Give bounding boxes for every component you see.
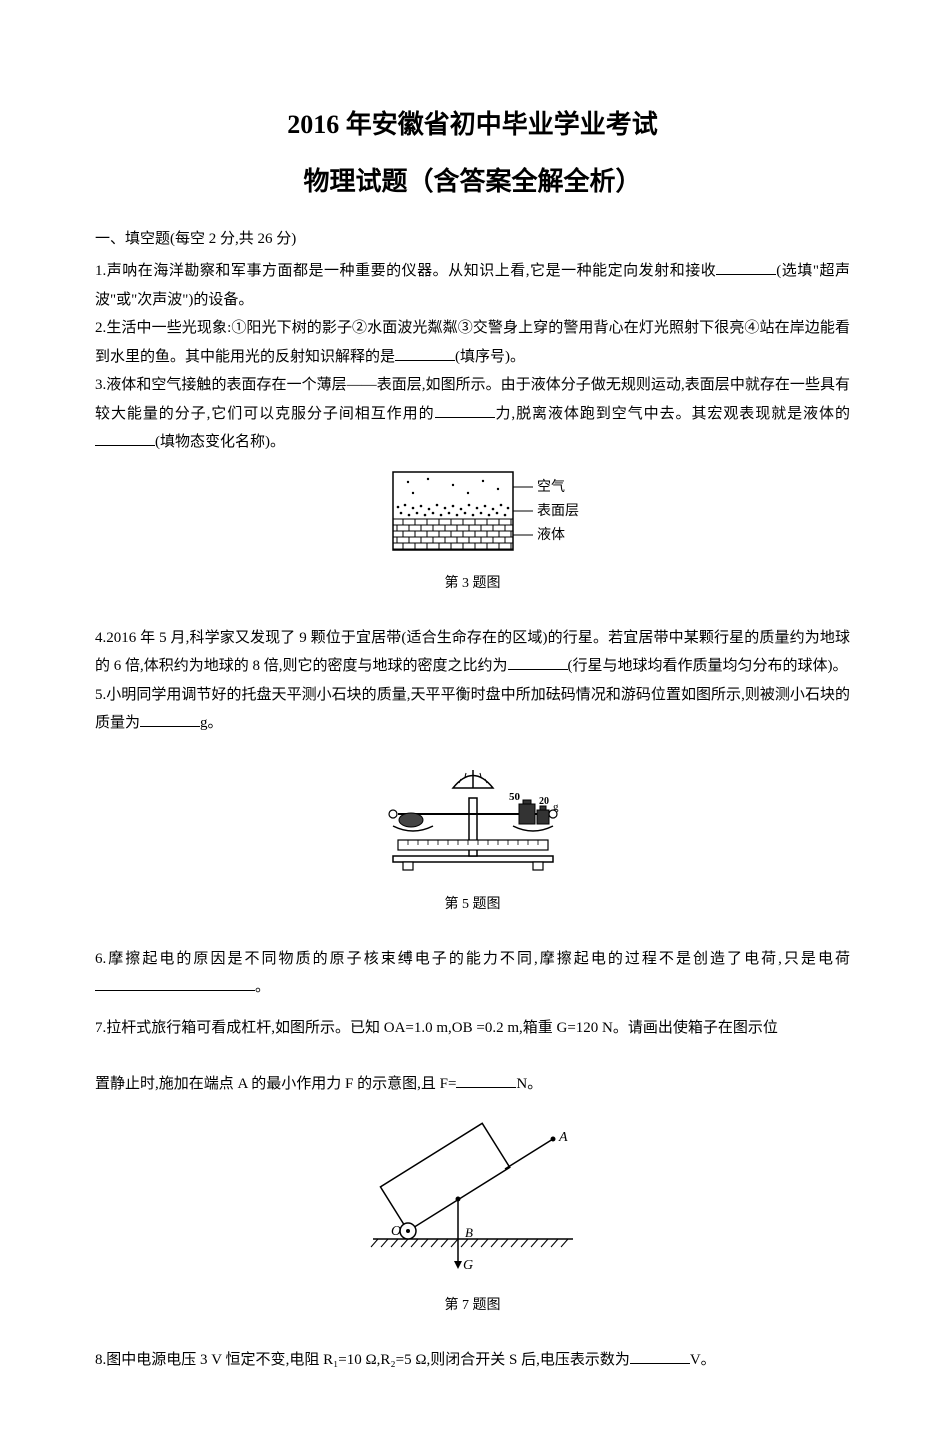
blank <box>716 257 776 275</box>
q1-text-a: 1.声呐在海洋勘察和军事方面都是一种重要的仪器。从知识上看,它是一种能定向发射和… <box>95 263 716 279</box>
figure-7-svg: O A B G <box>353 1109 593 1279</box>
blank <box>140 709 200 727</box>
q8-text-b: V。 <box>690 1352 716 1368</box>
figure-5-caption: 第 5 题图 <box>95 892 850 919</box>
question-4: 4.2016 年 5 月,科学家又发现了 9 颗位于宜居带(适合生命存在的区域)… <box>95 624 850 681</box>
document-subtitle: 物理试题（含答案全解全析） <box>95 157 850 206</box>
fig7-label-O: O <box>391 1224 401 1239</box>
question-7-b: 置静止时,施加在端点 A 的最小作用力 F 的示意图,且 F= N。 <box>95 1070 850 1099</box>
q2-text-b: (填序号)。 <box>455 349 525 365</box>
question-2: 2.生活中一些光现象:①阳光下树的影子②水面波光粼粼③交警身上穿的警用背心在灯光… <box>95 314 850 371</box>
question-6: 6.摩擦起电的原因是不同物质的原子核束缚电子的能力不同,摩擦起电的过程不是创造了… <box>95 945 850 1002</box>
blank <box>95 973 255 991</box>
figure-5: 50 20 g 第 5 题图 <box>95 748 850 919</box>
question-1: 1.声呐在海洋勘察和军事方面都是一种重要的仪器。从知识上看,它是一种能定向发射和… <box>95 257 850 314</box>
fig7-label-A: A <box>558 1130 568 1145</box>
figure-3: 空气 表面层 液体 第 3 题图 <box>95 467 850 598</box>
q3-text-b: 力,脱离液体跑到空气中去。其宏观表现就是液体的 <box>495 406 850 422</box>
fig3-label-air: 空气 <box>537 479 565 495</box>
blank <box>435 400 495 418</box>
blank <box>508 652 568 670</box>
fig5-w2: 20 <box>539 796 549 807</box>
q4-text-b: (行星与地球均看作质量均匀分布的球体)。 <box>568 658 848 674</box>
figure-3-caption: 第 3 题图 <box>95 571 850 598</box>
q7-text-c: N。 <box>516 1076 542 1092</box>
q7-text-b: 置静止时,施加在端点 A 的最小作用力 F 的示意图,且 F= <box>95 1076 456 1092</box>
figure-5-svg: 50 20 g <box>363 748 583 878</box>
question-3: 3.液体和空气接触的表面存在一个薄层——表面层,如图所示。由于液体分子做无规则运… <box>95 371 850 457</box>
blank <box>456 1070 516 1088</box>
question-8: 8.图中电源电压 3 V 恒定不变,电阻 R₁=10 Ω,R₂=5 Ω,则闭合开… <box>95 1346 850 1375</box>
fig5-w1: 50 <box>509 791 521 803</box>
q8-text-a: 8.图中电源电压 3 V 恒定不变,电阻 R₁=10 Ω,R₂=5 Ω,则闭合开… <box>95 1352 630 1368</box>
q6-text-a: 6.摩擦起电的原因是不同物质的原子核束缚电子的能力不同,摩擦起电的过程不是创造了… <box>95 951 850 967</box>
q3-text-c: (填物态变化名称)。 <box>155 434 285 450</box>
q5-text-b: g。 <box>200 715 223 731</box>
q7-text-a: 7.拉杆式旅行箱可看成杠杆,如图所示。已知 OA=1.0 m,OB =0.2 m… <box>95 1020 778 1036</box>
figure-7: O A B G 第 7 题图 <box>95 1109 850 1320</box>
q6-text-b: 。 <box>255 979 270 995</box>
figure-7-caption: 第 7 题图 <box>95 1293 850 1320</box>
question-5: 5.小明同学用调节好的托盘天平测小石块的质量,天平平衡时盘中所加砝码情况和游码位… <box>95 681 850 738</box>
blank <box>630 1346 690 1364</box>
figure-3-svg: 空气 表面层 液体 <box>353 467 593 557</box>
fig7-label-G: G <box>463 1258 473 1273</box>
document-title: 2016 年安徽省初中毕业学业考试 <box>95 100 850 149</box>
blank <box>395 343 455 361</box>
section-header: 一、填空题(每空 2 分,共 26 分) <box>95 225 850 254</box>
fig3-label-surface: 表面层 <box>537 503 579 519</box>
fig7-label-B: B <box>465 1225 473 1240</box>
fig3-label-liquid: 液体 <box>537 527 565 543</box>
blank <box>95 428 155 446</box>
question-7-a: 7.拉杆式旅行箱可看成杠杆,如图所示。已知 OA=1.0 m,OB =0.2 m… <box>95 1014 850 1043</box>
